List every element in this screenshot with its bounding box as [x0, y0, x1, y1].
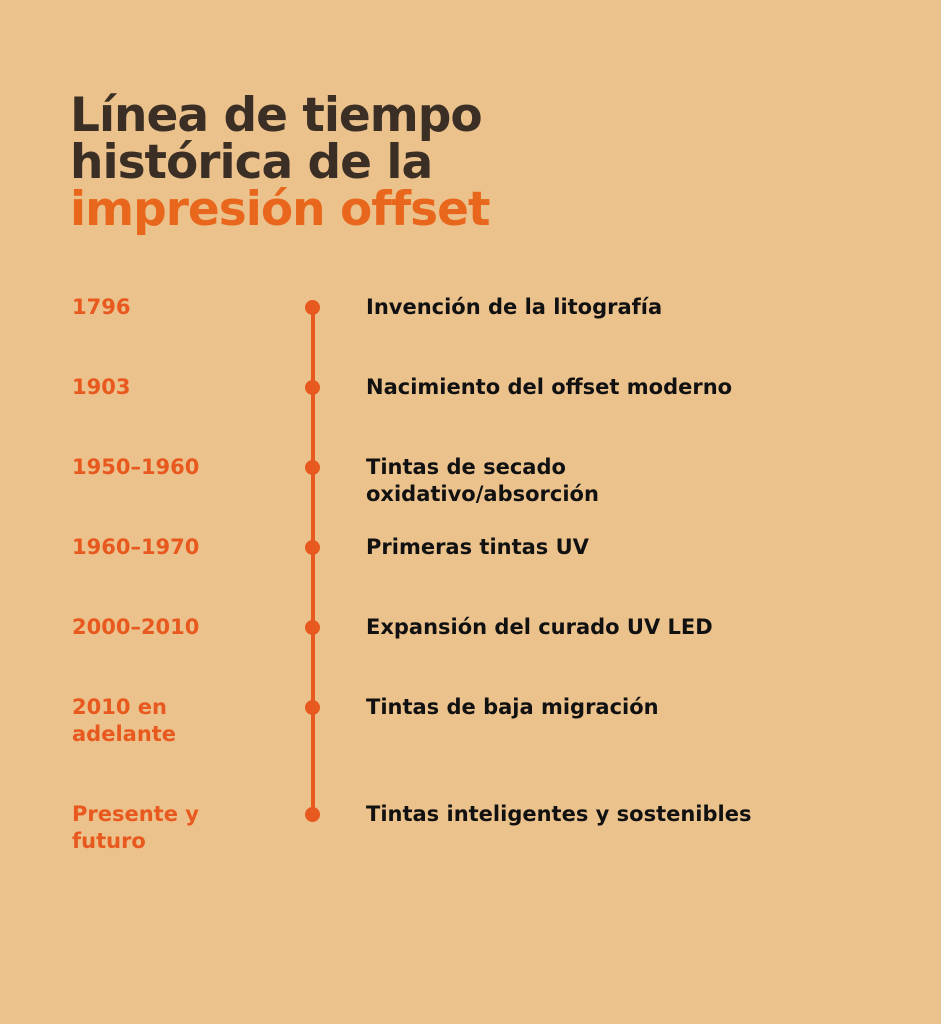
event-date: 1903: [72, 375, 131, 399]
timeline-dot: [305, 807, 320, 822]
event-description: Nacimiento del offset moderno: [366, 375, 733, 399]
event-date: Presente y futuro: [72, 802, 199, 853]
timeline-axis-line: [311, 307, 315, 819]
timeline-dot: [305, 540, 320, 555]
title-line-3-accent: impresión offset: [70, 182, 490, 237]
timeline-dot: [305, 460, 320, 475]
event-description: Invención de la litografía: [366, 295, 663, 319]
event-description: Tintas de baja migración: [366, 695, 659, 719]
event-date: 2000–2010: [72, 615, 200, 639]
event-description: Tintas inteligentes y sostenibles: [366, 802, 752, 826]
timeline-dot: [305, 380, 320, 395]
title-line-1: Línea de tiempo: [70, 88, 483, 143]
timeline-dot: [305, 700, 320, 715]
page-title: Línea de tiempo histórica de la impresió…: [70, 88, 490, 237]
timeline-dot: [305, 620, 320, 635]
event-date: 1960–1970: [72, 535, 200, 559]
event-date: 1950–1960: [72, 455, 200, 479]
event-date: 2010 en adelante: [72, 695, 177, 746]
timeline-dot: [305, 300, 320, 315]
event-date: 1796: [72, 295, 131, 319]
event-description: Primeras tintas UV: [366, 535, 589, 559]
title-line-2: histórica de la: [70, 135, 433, 190]
event-description: Expansión del curado UV LED: [366, 615, 713, 639]
event-description: Tintas de secado oxidativo/absorción: [366, 455, 599, 506]
